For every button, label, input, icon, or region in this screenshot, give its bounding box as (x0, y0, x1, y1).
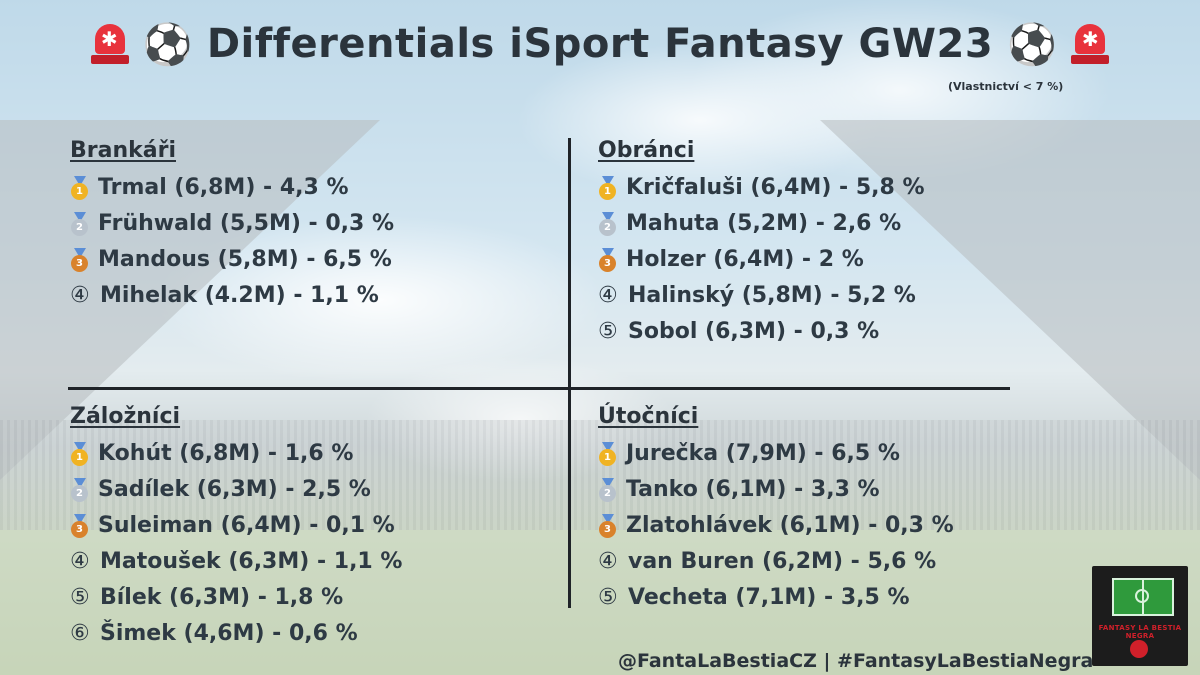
player-entry: Šimek (4,6M) - 0,6 % (100, 621, 358, 646)
siren-icon: ✱ (90, 24, 129, 64)
list-item: ④ Mihelak (4.2M) - 1,1 % (70, 278, 394, 314)
list-item: 2 Tanko (6,1M) - 3,3 % (598, 472, 954, 508)
section-title: Útočníci (598, 404, 699, 429)
rank-number: ④ (70, 549, 90, 574)
bronze-medal-icon: 3 (598, 248, 618, 272)
silver-medal-icon: 2 (598, 478, 618, 502)
gold-medal-icon: 1 (598, 176, 618, 200)
player-entry: Jurečka (7,9M) - 6,5 % (626, 441, 900, 466)
ownership-note: (Vlastnictví < 7 %) (948, 80, 1064, 93)
list-item: 2 Sadílek (6,3M) - 2,5 % (70, 472, 402, 508)
list-item: ④ Halinský (5,8M) - 5,2 % (598, 278, 925, 314)
social-handles: @FantaLaBestiaCZ | #FantasyLaBestiaNegra (618, 650, 1094, 672)
list-item: 3 Zlatohlávek (6,1M) - 0,3 % (598, 508, 954, 544)
player-entry: Kohút (6,8M) - 1,6 % (98, 441, 354, 466)
section-goalkeepers: Brankáři 1 Trmal (6,8M) - 4,3 % 2 Frühwald … (70, 136, 394, 314)
gold-medal-icon: 1 (598, 442, 618, 466)
player-entry: Mihelak (4.2M) - 1,1 % (100, 283, 379, 308)
section-defenders: Obránci 1 Kričfaluši (6,4M) - 5,8 % 2 Mahut… (598, 136, 925, 350)
siren-icon: ✱ (1071, 24, 1110, 64)
player-entry: Suleiman (6,4M) - 0,1 % (98, 513, 395, 538)
list-item: 1 Kohút (6,8M) - 1,6 % (70, 436, 402, 472)
list-item: ⑤ Bílek (6,3M) - 1,8 % (70, 580, 402, 616)
rank-number: ④ (598, 549, 618, 574)
player-entry: Holzer (6,4M) - 2 % (626, 247, 864, 272)
player-entry: Vecheta (7,1M) - 3,5 % (628, 585, 910, 610)
soccer-ball-icon: ⚽ (1007, 21, 1058, 68)
section-title: Brankáři (70, 138, 176, 163)
rank-number: ⑤ (598, 585, 618, 610)
bronze-medal-icon: 3 (70, 514, 90, 538)
rank-number: ④ (70, 283, 90, 308)
list-item: 2 Frühwald (5,5M) - 0,3 % (70, 206, 394, 242)
silver-medal-icon: 2 (70, 212, 90, 236)
bronze-medal-icon: 3 (598, 514, 618, 538)
player-entry: Tanko (6,1M) - 3,3 % (626, 477, 880, 502)
player-entry: Frühwald (5,5M) - 0,3 % (98, 211, 395, 236)
ball-icon (1130, 640, 1148, 658)
section-title: Obránci (598, 138, 695, 163)
list-item: 1 Kričfaluši (6,4M) - 5,8 % (598, 170, 925, 206)
player-entry: Bílek (6,3M) - 1,8 % (100, 585, 344, 610)
player-entry: Trmal (6,8M) - 4,3 % (98, 175, 349, 200)
player-entry: van Buren (6,2M) - 5,6 % (628, 549, 937, 574)
player-entry: Sobol (6,3M) - 0,3 % (628, 319, 880, 344)
brand-logo: FANTASY LA BESTIA NEGRA (1092, 566, 1188, 666)
soccer-ball-icon: ⚽ (142, 21, 193, 68)
logo-text: FANTASY LA BESTIA NEGRA (1098, 624, 1182, 640)
list-item: 1 Jurečka (7,9M) - 6,5 % (598, 436, 954, 472)
rank-number: ④ (598, 283, 618, 308)
player-entry: Mahuta (5,2M) - 2,6 % (626, 211, 902, 236)
list-item: 3 Suleiman (6,4M) - 0,1 % (70, 508, 402, 544)
list-item: ⑤ Sobol (6,3M) - 0,3 % (598, 314, 925, 350)
rank-number: ⑥ (70, 621, 90, 646)
player-entry: Sadílek (6,3M) - 2,5 % (98, 477, 371, 502)
rank-number: ⑤ (70, 585, 90, 610)
page-title: Differentials iSport Fantasy GW23 (206, 21, 994, 67)
vertical-divider (568, 138, 571, 608)
silver-medal-icon: 2 (598, 212, 618, 236)
list-item: ⑥ Šimek (4,6M) - 0,6 % (70, 616, 402, 652)
player-entry: Halinský (5,8M) - 5,2 % (628, 283, 916, 308)
list-item: ④ Matoušek (6,3M) - 1,1 % (70, 544, 402, 580)
list-item: 3 Mandous (5,8M) - 6,5 % (70, 242, 394, 278)
list-item: ④ van Buren (6,2M) - 5,6 % (598, 544, 954, 580)
list-item: 1 Trmal (6,8M) - 4,3 % (70, 170, 394, 206)
player-entry: Kričfaluši (6,4M) - 5,8 % (626, 175, 925, 200)
gold-medal-icon: 1 (70, 176, 90, 200)
section-title: Záložníci (70, 404, 181, 429)
gold-medal-icon: 1 (70, 442, 90, 466)
header: ✱ ⚽ Differentials iSport Fantasy GW23 ⚽ … (0, 14, 1200, 74)
player-entry: Zlatohlávek (6,1M) - 0,3 % (626, 513, 954, 538)
player-entry: Matoušek (6,3M) - 1,1 % (100, 549, 403, 574)
section-forwards: Útočníci 1 Jurečka (7,9M) - 6,5 % 2 Tanko (… (598, 402, 954, 616)
horizontal-divider (68, 387, 1010, 390)
list-item: 2 Mahuta (5,2M) - 2,6 % (598, 206, 925, 242)
silver-medal-icon: 2 (70, 478, 90, 502)
pitch-icon (1112, 578, 1174, 616)
player-entry: Mandous (5,8M) - 6,5 % (98, 247, 392, 272)
rank-number: ⑤ (598, 319, 618, 344)
bronze-medal-icon: 3 (70, 248, 90, 272)
list-item: 3 Holzer (6,4M) - 2 % (598, 242, 925, 278)
section-midfielders: Záložníci 1 Kohút (6,8M) - 1,6 % 2 Sadílek … (70, 402, 402, 652)
list-item: ⑤ Vecheta (7,1M) - 3,5 % (598, 580, 954, 616)
